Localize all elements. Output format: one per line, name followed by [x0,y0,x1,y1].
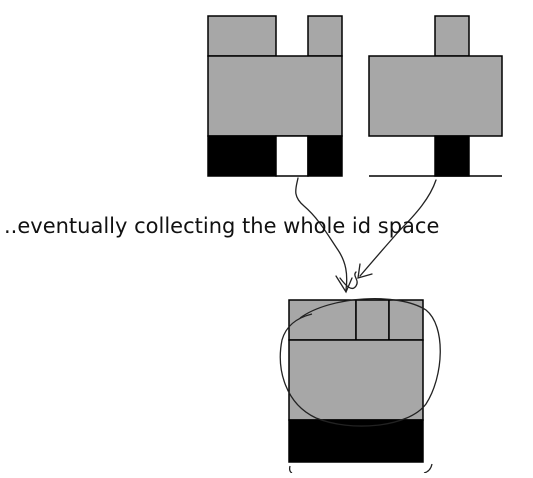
hand-arrows [295,177,437,294]
arrow-from-right [359,179,437,277]
merged-used-region [288,419,424,463]
left-subblock-a [207,15,277,57]
arrow-right-head [357,263,373,279]
arrow-left-head [335,275,353,294]
merged-block-group [288,299,424,463]
arrow-from-left [295,177,348,291]
merged-subblock-c [388,299,424,341]
merged-main-block [288,339,424,421]
left-subblock-b [307,15,343,57]
caption-text: ..eventually collecting the whole id spa… [4,214,440,238]
arrow-scribble [339,271,358,290]
hand-circle [279,298,441,427]
right-block-group [368,15,503,177]
right-used-region [434,135,470,177]
left-used-region-a [207,135,277,177]
hand-brace-right [423,463,433,474]
hand-brace-left [288,465,293,474]
merged-subblock-b [355,299,390,341]
left-main-block [207,55,343,137]
left-free-region [275,135,309,177]
left-block-group [207,15,343,177]
right-main-block [368,55,503,137]
right-subblock [434,15,470,57]
merged-subblock-a [288,299,357,341]
left-used-region-b [307,135,343,177]
